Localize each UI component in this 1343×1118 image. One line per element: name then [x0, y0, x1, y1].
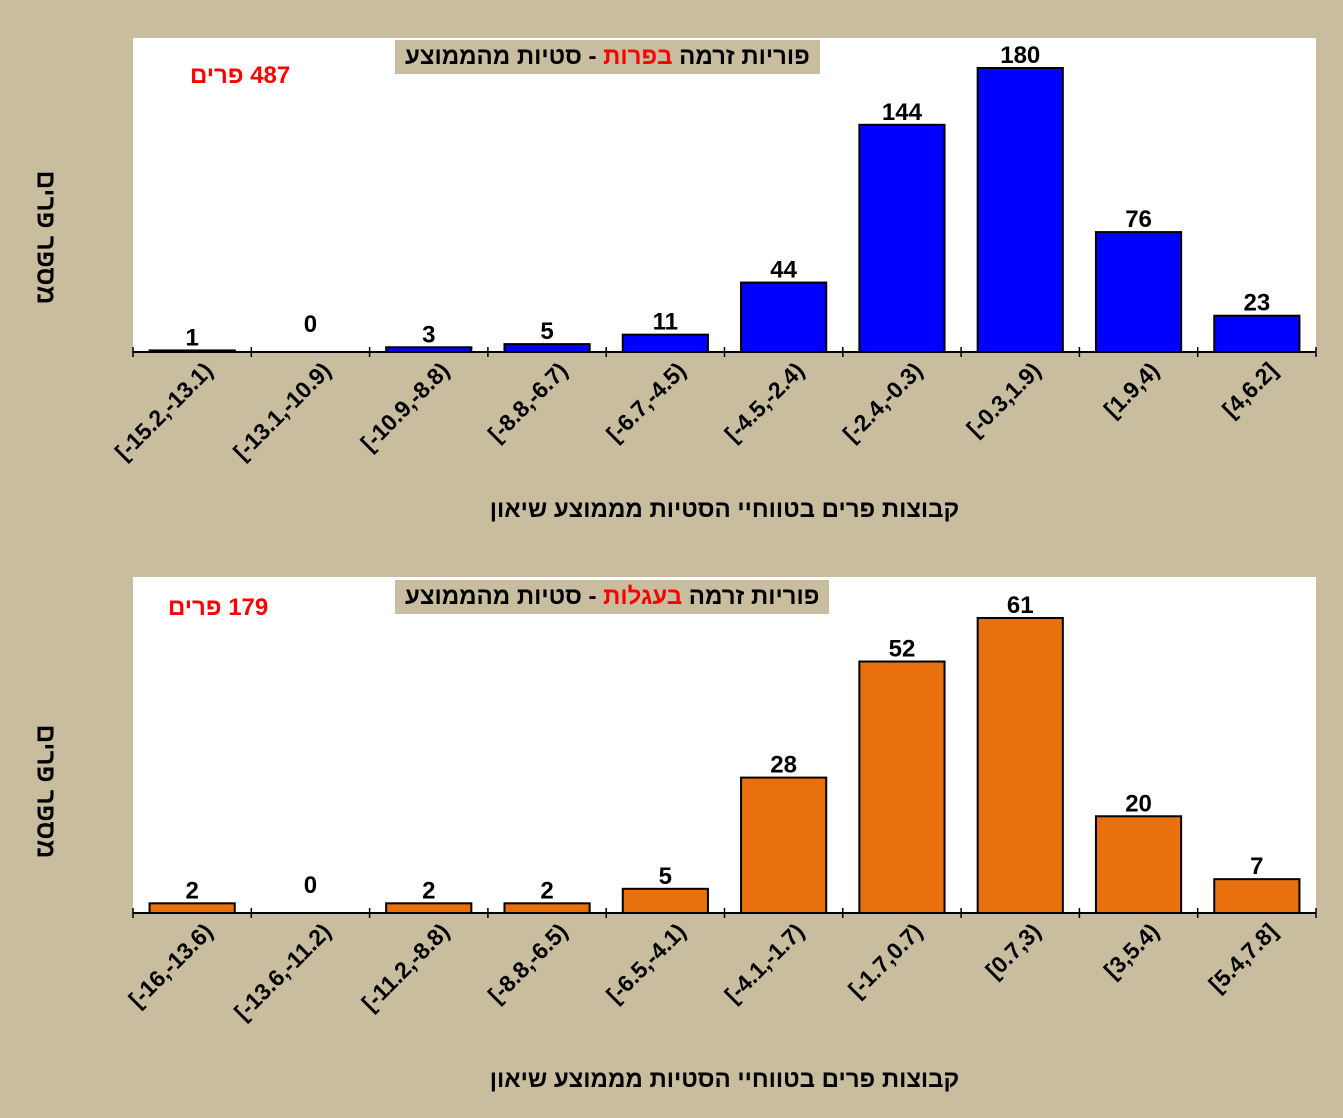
calves-data-label: 52 — [889, 636, 916, 663]
calves-data-label: 5 — [659, 863, 672, 890]
calves-category-label: [-8.8,-6.5) — [483, 918, 573, 1008]
calves-category-label: [-6.5,-4.1) — [601, 918, 691, 1008]
bulls-bar — [740, 281, 828, 354]
calves-data-label: 0 — [304, 872, 317, 899]
calves-bar — [858, 660, 946, 914]
calves-bar — [385, 902, 473, 915]
bulls-data-label: 23 — [1243, 290, 1270, 317]
calves-x-axis-label: קבוצות פרים בטווחיי הסטיות מממוצע שיאון — [489, 1066, 960, 1093]
bulls-chart-title: פוריות זרמה בפרות - סטיות מהממוצע — [395, 40, 820, 74]
calves-category-label: [-11.2,-8.8) — [356, 918, 454, 1016]
calves-chart-title: פוריות זרמה בעגלות - סטיות מהממוצע — [395, 580, 830, 614]
bulls-data-label: 3 — [422, 321, 435, 348]
bulls-data-label: 44 — [770, 257, 797, 284]
bulls-bar — [503, 343, 591, 354]
bulls-bar — [385, 346, 473, 353]
calves-category-label: [-13.6,-11.2) — [229, 918, 336, 1025]
bulls-bar — [1213, 314, 1301, 354]
calves-data-label: 61 — [1007, 592, 1034, 619]
bulls-data-label: 180 — [1000, 42, 1040, 69]
bulls-bar-chart: 1[-15.2,-13.1)0[-13.1,-10.9)3[-10.9,-8.8… — [110, 42, 1317, 465]
calves-bar — [1213, 878, 1301, 914]
bulls-data-label: 0 — [304, 311, 317, 338]
calves-count-label: 179 פרים — [168, 594, 269, 621]
calves-bar — [148, 902, 236, 915]
bulls-data-label: 144 — [882, 99, 923, 126]
bulls-data-label: 76 — [1125, 206, 1152, 233]
calves-data-label: 2 — [422, 877, 435, 904]
bulls-bar — [1094, 231, 1183, 353]
calves-category-label: [0.7,3) — [980, 918, 1045, 983]
bulls-count-label: 487 פרים — [190, 62, 291, 89]
bulls-bar — [148, 349, 236, 353]
bulls-bar — [621, 333, 709, 353]
calves-category-label: [-4.1,-1.7) — [719, 918, 809, 1008]
calves-category-label: [-1.7,0.7) — [843, 918, 927, 1002]
calves-data-label: 7 — [1250, 853, 1263, 880]
bulls-x-axis-label: קבוצות פרים בטווחיי הסטיות מממוצע שיאון — [489, 496, 960, 523]
bulls-data-label: 5 — [540, 318, 553, 345]
calves-category-label: [-16,-13.6) — [123, 918, 217, 1012]
calves-bar — [503, 902, 591, 915]
calves-bar — [976, 617, 1064, 914]
calves-bar — [1094, 815, 1183, 914]
bulls-bar — [858, 123, 946, 353]
bulls-data-label: 1 — [185, 324, 198, 351]
bulls-data-label: 11 — [653, 309, 678, 336]
calves-data-label: 2 — [185, 877, 198, 904]
calves-bar — [740, 776, 828, 914]
calves-bar — [621, 887, 709, 915]
calves-data-label: 2 — [540, 877, 553, 904]
calves-category-label: [3,5.4) — [1099, 918, 1164, 983]
bulls-bar — [976, 67, 1064, 353]
calves-data-label: 28 — [770, 752, 797, 779]
calves-category-label: [5.4,7.8] — [1203, 918, 1282, 997]
bulls-chart-panel: פוריות זרמה בפרות - סטיות מהממוצע 487 פר… — [0, 0, 1343, 540]
calves-data-label: 20 — [1125, 790, 1152, 817]
